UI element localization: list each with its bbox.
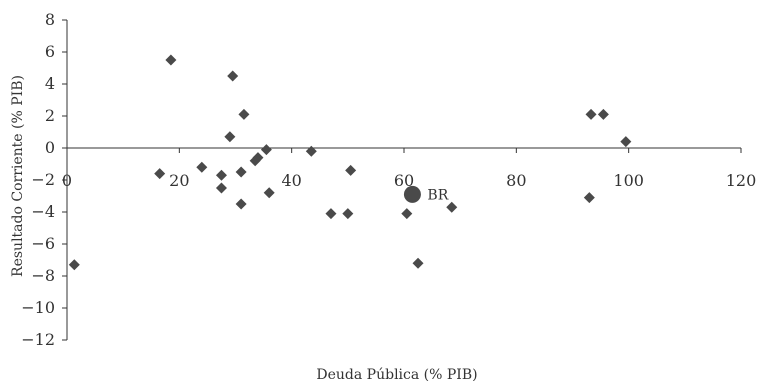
data-point	[585, 108, 597, 120]
y-tick-label: 2	[45, 106, 55, 125]
data-points: BR	[68, 54, 632, 271]
data-point	[165, 54, 177, 66]
data-point	[215, 169, 227, 181]
axes	[62, 19, 742, 341]
data-point	[412, 257, 424, 269]
data-point	[235, 198, 247, 210]
x-tick-label: 0	[62, 171, 72, 190]
data-point	[154, 168, 166, 180]
y-tick-label: −12	[21, 330, 55, 349]
data-point	[224, 131, 236, 143]
x-tick-label: 40	[281, 171, 301, 190]
data-point	[263, 187, 275, 199]
data-point	[325, 208, 337, 220]
data-point	[235, 166, 247, 178]
data-point	[401, 208, 413, 220]
x-tick-label: 60	[394, 171, 414, 190]
data-point	[260, 144, 272, 156]
data-point	[305, 145, 317, 157]
data-point	[342, 208, 354, 220]
data-point	[68, 259, 80, 271]
data-point	[227, 70, 239, 82]
y-tick-label: −6	[31, 234, 55, 253]
y-tick-label: −10	[21, 298, 55, 317]
data-point	[597, 108, 609, 120]
x-tick-label: 20	[169, 171, 189, 190]
data-point	[446, 201, 458, 213]
data-point	[583, 192, 595, 204]
data-point	[345, 164, 357, 176]
y-tick-label: 0	[45, 138, 55, 157]
y-tick-label: −4	[31, 202, 55, 221]
x-tick-label: 100	[613, 171, 644, 190]
y-tick-label: −2	[31, 170, 55, 189]
data-point	[215, 182, 227, 194]
x-tick-label: 120	[726, 171, 757, 190]
data-point	[252, 152, 264, 164]
x-tick-label: 80	[506, 171, 526, 190]
data-point	[196, 161, 208, 173]
y-tick-label: 4	[45, 74, 55, 93]
point-annotation: BR	[427, 187, 448, 203]
y-tick-label: −8	[31, 266, 55, 285]
y-axis-title: Resultado Corriente (% PIB)	[10, 75, 26, 277]
y-tick-label: 6	[45, 42, 55, 61]
data-point	[238, 108, 250, 120]
x-axis-title: Deuda Pública (% PIB)	[316, 367, 477, 381]
y-tick-label: 8	[45, 10, 55, 29]
highlight-point	[403, 185, 421, 203]
data-point	[620, 136, 632, 148]
